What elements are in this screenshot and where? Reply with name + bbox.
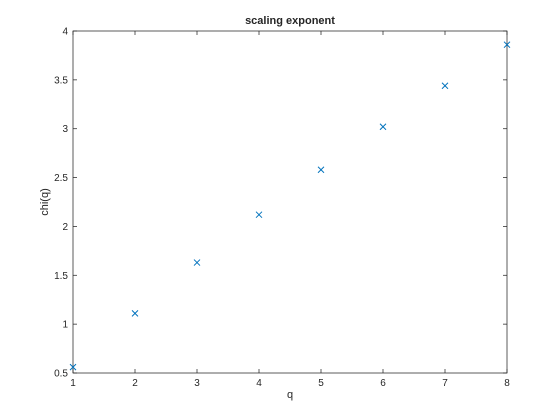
- chart-title: scaling exponent: [245, 15, 335, 27]
- axis-ticks: [72, 30, 508, 374]
- y-tick-label-1: 1: [62, 320, 68, 331]
- x-tick-label-1: 2: [132, 378, 138, 389]
- y-tick-label-2: 1.5: [54, 271, 68, 282]
- x-tick-label-5: 6: [380, 378, 386, 389]
- data-point-0-2: [193, 259, 201, 266]
- x-axis-label: q: [287, 389, 293, 401]
- data-point-0-0: [69, 363, 77, 371]
- y-tick-label-7: 4: [62, 27, 68, 38]
- y-axis-label: chi(q): [39, 188, 51, 216]
- data-point-0-7: [503, 41, 511, 49]
- x-tick-label-0: 1: [70, 378, 76, 389]
- y-tick-label-0: 0.5: [54, 369, 68, 380]
- x-tick-label-6: 7: [442, 378, 448, 389]
- x-tick-label-3: 4: [256, 378, 262, 389]
- y-tick-label-3: 2: [62, 222, 68, 233]
- data-point-0-5: [379, 123, 387, 131]
- plot-area: [72, 30, 508, 374]
- y-tick-label-4: 2.5: [54, 173, 68, 184]
- x-tick-label-4: 5: [318, 378, 324, 389]
- data-point-0-3: [255, 211, 263, 219]
- data-point-0-6: [441, 82, 449, 90]
- y-tick-label-6: 3.5: [54, 75, 68, 86]
- y-tick-label-5: 3: [62, 124, 68, 135]
- data-markers: [69, 41, 511, 371]
- data-point-0-4: [317, 166, 325, 174]
- axis-tick-labels: 1 2 3 4 5 6 7 80.511.522.533.54: [54, 27, 510, 390]
- data-point-0-1: [131, 310, 139, 317]
- x-tick-label-7: 8: [504, 378, 510, 389]
- x-tick-label-2: 3: [194, 378, 200, 389]
